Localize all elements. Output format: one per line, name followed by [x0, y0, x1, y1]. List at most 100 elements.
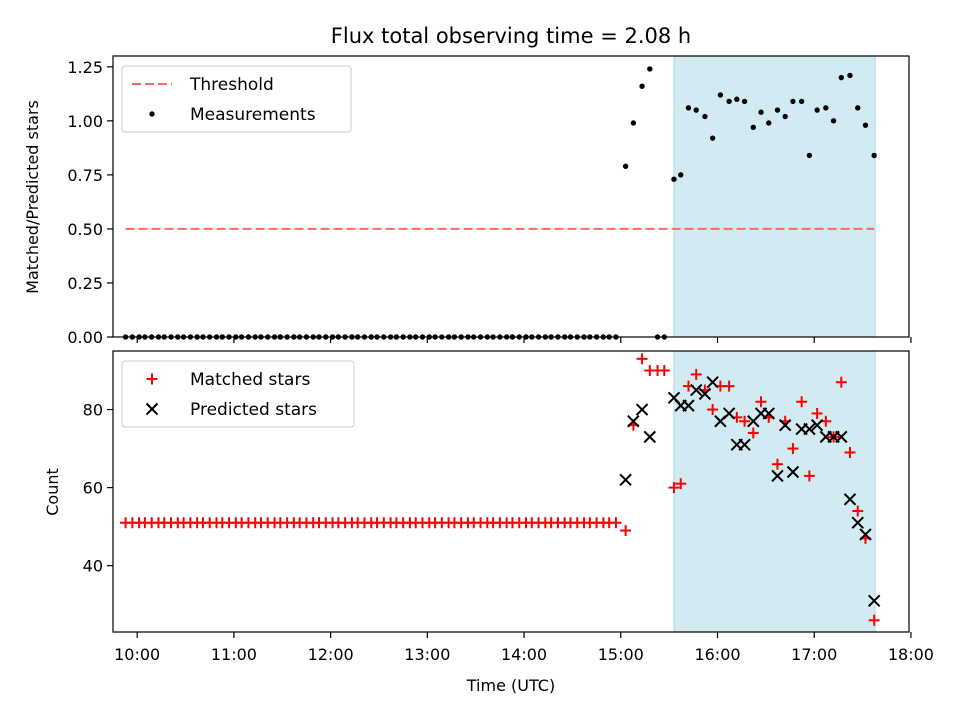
measurement-point [798, 98, 805, 105]
predicted-star-point [722, 407, 736, 420]
x-tick-label: 18:00 [888, 645, 934, 664]
x-tick-label: 17:00 [791, 645, 837, 664]
bottom-y-tick-label: 40 [83, 557, 103, 576]
measurement-point [717, 92, 724, 98]
top-y-tick-label: 1.25 [67, 58, 103, 77]
cross-marker-b [803, 422, 816, 436]
matched-star-point [658, 365, 670, 377]
cross-marker-b [643, 430, 656, 444]
bottom-y-axis-label: Count [43, 468, 62, 516]
measurement-point [862, 122, 869, 128]
legend-predicted-label: Predicted stars [190, 400, 317, 420]
top-y-axis-label: Matched/Predicted stars [23, 100, 42, 294]
predicted-star-point [786, 465, 800, 479]
cross-marker-b [778, 418, 792, 432]
measurement-point [823, 105, 829, 111]
cross-marker-b [619, 473, 632, 486]
cross-marker-b [851, 516, 864, 529]
predicted-star-point [778, 418, 792, 432]
legend-predicted-swatch [145, 402, 159, 416]
cross-marker-b [810, 418, 824, 432]
matched-star-point [755, 396, 767, 408]
predicted-star-point [627, 415, 640, 428]
top-y-tick-label: 0.00 [67, 328, 103, 347]
measurement-point [639, 83, 645, 89]
cross-marker-b [835, 430, 848, 444]
predicted-star-point [771, 469, 784, 483]
predicted-star-point [810, 418, 824, 432]
measurement-point [806, 152, 813, 159]
measurement-point [685, 105, 692, 111]
predicted-star-point [803, 422, 816, 436]
predicted-star-point [843, 493, 857, 506]
observing-window-span-top [673, 55, 876, 338]
matched-star-point [610, 517, 622, 529]
bottom-panel: 40 60 80 10:00 11:00 12:00 13:00 14:00 15:00 16:… [43, 350, 934, 695]
measurement-point [709, 135, 716, 141]
matched-star-point [620, 525, 632, 537]
measurement-point [847, 72, 853, 79]
measurement-point [622, 163, 629, 169]
top-x-ticks [136, 337, 912, 343]
cross-marker-b [771, 469, 784, 483]
cross-marker-b [722, 407, 736, 420]
matched-star-point [796, 396, 808, 408]
bottom-legend-box [121, 360, 355, 428]
x-tick-label: 12:00 [308, 645, 354, 664]
legend-predicted-marker [145, 402, 159, 416]
top-y-tick-label: 0.75 [67, 166, 103, 185]
measurement-point [814, 107, 820, 113]
predicted-stars-points [619, 376, 881, 607]
top-y-tick-label: 0.50 [67, 220, 103, 239]
top-y-tick-label: 1.00 [67, 112, 103, 131]
top-legend-box [121, 65, 352, 133]
bottom-y-tick-label: 80 [83, 401, 103, 420]
cross-marker-b [627, 415, 640, 428]
matched-star-point [844, 446, 856, 458]
measurement-point [734, 96, 740, 102]
cross-marker-b [682, 399, 695, 412]
cross-marker-b [690, 383, 703, 397]
bottom-y-ticks: 40 60 80 [83, 401, 113, 576]
matched-star-point [852, 505, 864, 517]
measurement-point [726, 98, 732, 105]
x-axis-label: Time (UTC) [466, 676, 555, 695]
legend-measurements-label: Measurements [190, 105, 316, 125]
cross-marker-b [859, 528, 872, 541]
x-tick-label: 15:00 [598, 645, 644, 664]
predicted-star-point [835, 430, 848, 444]
cross-marker-b [635, 403, 649, 416]
predicted-star-point [682, 399, 695, 412]
x-tick-label: 10:00 [114, 645, 160, 664]
cross-marker-b [786, 465, 800, 479]
matched-star-point [835, 376, 847, 388]
chart-title: Flux total observing time = 2.08 h [331, 24, 691, 48]
measurement-point [741, 98, 748, 105]
matched-star-point [787, 443, 799, 455]
x-tick-label: 13:00 [404, 645, 450, 664]
top-y-ticks: 0.00 0.25 0.50 0.75 1.00 1.25 [67, 58, 113, 347]
measurement-points [122, 66, 877, 340]
bottom-x-ticks: 10:00 11:00 12:00 13:00 14:00 15:00 16:00 17:00… [114, 632, 934, 664]
predicted-star-point [851, 516, 864, 529]
matched-star-point [690, 368, 702, 380]
measurement-point [774, 107, 781, 113]
legend-matched-swatch [146, 373, 158, 385]
bottom-panel-frame [112, 350, 910, 633]
matched-star-point [636, 353, 648, 365]
matched-star-point [668, 482, 680, 494]
predicted-star-point [698, 387, 712, 401]
predicted-star-point [859, 528, 872, 541]
cross-marker-b [843, 493, 857, 506]
measurement-point [790, 98, 796, 105]
x-tick-label: 14:00 [501, 645, 547, 664]
top-y-tick-label: 0.25 [67, 274, 103, 293]
measurement-point [678, 172, 684, 178]
matched-star-point [771, 458, 783, 470]
legend-matched-marker [146, 373, 158, 385]
matched-star-point [747, 427, 759, 439]
matched-star-point [868, 614, 880, 626]
cross-marker-b [145, 402, 159, 416]
x-tick-label: 11:00 [211, 645, 257, 664]
